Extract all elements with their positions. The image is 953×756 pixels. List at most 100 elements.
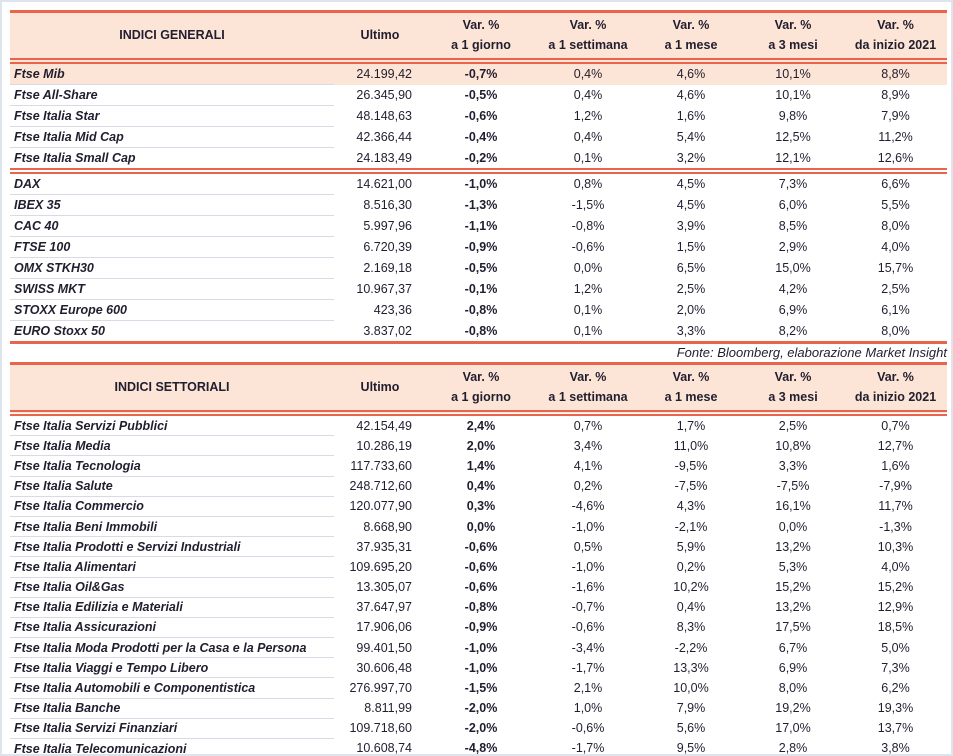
var-ytd-2021: 4,0% — [881, 240, 910, 254]
index-name: Ftse Italia Edilizia e Materiali — [10, 597, 334, 618]
index-name: Ftse Italia Viaggi e Tempo Libero — [10, 657, 334, 679]
var-1-day: -0,4% — [464, 130, 498, 144]
index-row: Ftse Italia Alimentari 109.695,20 -0,6% -1,… — [10, 556, 947, 578]
var-1-day: -0,5% — [464, 261, 498, 275]
index-name: Ftse Italia Small Cap — [10, 147, 334, 174]
column-header-var-1-settimana: Var. % a 1 settimana — [536, 10, 640, 64]
index-row: SWISS MKT 10.967,37 -0,1% 1,2% 2,5% 4,2% 2,5% — [10, 278, 947, 300]
var-3-months: 9,8% — [778, 109, 808, 123]
var-1-week: -0,7% — [571, 600, 605, 615]
var-1-day: -0,9% — [464, 620, 498, 635]
index-name: Ftse Italia Beni Immobili — [10, 516, 334, 538]
index-row: Ftse Italia Star 48.148,63 -0,6% 1,2% 1,6% 9,… — [10, 105, 947, 127]
var-1-day: 0,0% — [466, 519, 496, 534]
var-1-month: -7,5% — [674, 479, 708, 494]
var-1-week: -3,4% — [571, 640, 605, 655]
last-value: 24.199,42 — [334, 61, 426, 85]
last-value: 14.621,00 — [356, 177, 412, 192]
header-row: INDICI SETTORIALI Ultimo Var. % a 1 gior… — [10, 362, 947, 416]
last-value: 109.695,20 — [349, 559, 412, 574]
var-ytd-2021: 2,5% — [881, 282, 910, 296]
last-value: 48.148,63 — [356, 109, 412, 123]
last-value: 2.169,18 — [363, 261, 412, 275]
var-1-month: -9,5% — [674, 458, 708, 473]
var-1-week: -1,0% — [571, 519, 605, 534]
var-1-month: 1,7% — [676, 418, 706, 433]
index-row: Ftse Italia Moda Prodotti per la Casa e … — [10, 637, 947, 659]
index-row: Ftse Italia Servizi Pubblici 42.154,49 2,4… — [10, 413, 947, 437]
index-row: IBEX 35 8.516,30 -1,3% -1,5% 4,5% 6,0% 5,5% — [10, 194, 947, 216]
var-1-day: 1,4% — [466, 458, 496, 473]
column-header-var-1-mese: Var. % a 1 mese — [640, 10, 742, 64]
header-row: INDICI GENERALI Ultimo Var. % a 1 giorno… — [10, 10, 947, 64]
last-value: 13.305,07 — [356, 580, 412, 595]
index-row: Ftse Italia Mid Cap 42.366,44 -0,4% 0,4% 5,4… — [10, 126, 947, 148]
var-1-week: 1,2% — [573, 109, 603, 123]
index-name: Ftse Italia Automobili e Componentistica — [10, 677, 334, 699]
var-1-day: -1,0% — [464, 177, 498, 192]
var-3-months: 16,1% — [775, 499, 811, 514]
var-1-month: 5,4% — [676, 130, 706, 144]
general-indices-table: INDICI GENERALI Ultimo Var. % a 1 giorno… — [10, 10, 947, 344]
index-row: OMX STKH30 2.169,18 -0,5% 0,0% 6,5% 15,0% 15,7… — [10, 257, 947, 279]
var-ytd-2021: 6,2% — [881, 681, 910, 696]
var-1-day: -1,5% — [464, 681, 498, 696]
var-1-month: 1,6% — [676, 109, 706, 123]
var-1-week: -1,7% — [536, 738, 640, 754]
var-1-month: 4,3% — [676, 499, 706, 514]
var-1-month: 9,5% — [640, 738, 742, 754]
last-value: 37.935,31 — [356, 539, 412, 554]
var-3-months: 6,7% — [778, 640, 808, 655]
var-1-week: -0,6% — [571, 240, 605, 254]
var-ytd-2021: 8,9% — [881, 88, 910, 102]
column-header-var-1-settimana: Var. % a 1 settimana — [536, 362, 640, 416]
var-3-months: 17,0% — [775, 721, 811, 736]
var-1-week: 0,1% — [536, 320, 640, 344]
var-3-months: 10,1% — [775, 88, 811, 102]
var-3-months: 12,5% — [775, 130, 811, 144]
var-1-day: -0,9% — [464, 240, 498, 254]
var-1-day: -0,8% — [464, 600, 498, 615]
last-value: 24.183,49 — [334, 147, 426, 174]
index-row: FTSE 100 6.720,39 -0,9% -0,6% 1,5% 2,9% 4,0% — [10, 236, 947, 258]
index-name: Ftse Italia Commercio — [10, 496, 334, 517]
column-header-var-3-mesi: Var. % a 3 mesi — [742, 10, 844, 64]
index-name: Ftse Italia Moda Prodotti per la Casa e … — [10, 637, 334, 659]
var-1-month: 2,0% — [676, 303, 706, 317]
general-indices-header: INDICI GENERALI Ultimo Var. % a 1 giorno… — [10, 10, 947, 64]
var-1-day: -1,3% — [464, 198, 498, 212]
var-1-month: 11,0% — [673, 438, 709, 453]
index-row: Ftse Mib 24.199,42 -0,7% 0,4% 4,6% 10,1% 8,8% — [10, 61, 947, 85]
var-1-day: -1,0% — [464, 640, 498, 655]
index-row: DAX 14.621,00 -1,0% 0,8% 4,5% 7,3% 6,6% — [10, 171, 947, 195]
sector-indices-section: Ftse Italia Servizi Pubblici 42.154,49 2,4… — [10, 413, 947, 754]
var-ytd-2021: 4,0% — [881, 559, 910, 574]
var-3-months: 3,3% — [778, 458, 808, 473]
var-3-months: 6,9% — [778, 660, 808, 675]
last-value: 8.668,90 — [363, 519, 412, 534]
var-3-months: 13,2% — [775, 539, 811, 554]
var-ytd-2021: 6,6% — [881, 177, 910, 192]
var-1-month: 13,3% — [673, 660, 709, 675]
var-ytd-2021: 11,2% — [878, 130, 913, 144]
index-row: Ftse Italia Tecnologia 117.733,60 1,4% 4,1%… — [10, 455, 947, 477]
international-indices-section: DAX 14.621,00 -1,0% 0,8% 4,5% 7,3% 6,6% IBEX 35… — [10, 171, 947, 344]
var-3-months: 8,5% — [778, 219, 808, 233]
var-ytd-2021: 13,7% — [877, 721, 914, 736]
index-name: Ftse Italia Servizi Pubblici — [10, 413, 334, 437]
var-1-month: 3,3% — [640, 320, 742, 344]
source-note: Fonte: Bloomberg, elaborazione Market In… — [676, 345, 947, 360]
last-value: 42.154,49 — [356, 418, 412, 433]
index-name: Ftse Italia Servizi Finanziari — [10, 718, 334, 740]
var-1-day: -0,1% — [464, 282, 498, 296]
var-3-months: 2,8% — [742, 738, 844, 754]
var-3-months: 10,8% — [775, 438, 811, 453]
table-title-indici-generali: INDICI GENERALI — [10, 10, 334, 64]
last-value: 37.647,97 — [356, 600, 412, 615]
last-value: 3.837,02 — [334, 320, 426, 344]
var-1-week: -4,6% — [571, 499, 605, 514]
column-header-var-da-inizio-2021: Var. % da inizio 2021 — [844, 362, 947, 416]
var-1-month: 4,6% — [640, 61, 742, 85]
last-value: 30.606,48 — [356, 660, 412, 675]
last-value: 42.366,44 — [356, 130, 412, 144]
